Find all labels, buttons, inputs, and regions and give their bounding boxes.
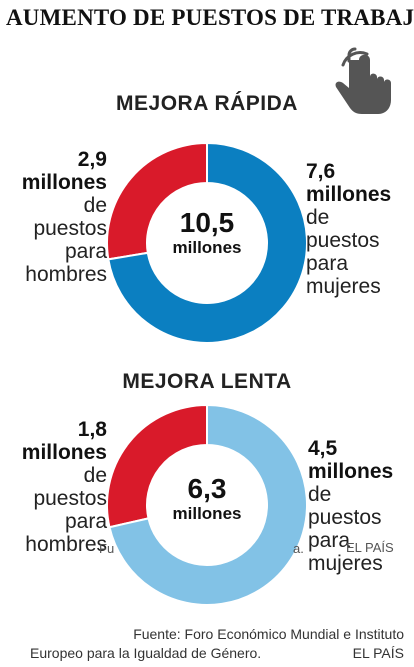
slice-hombres (106, 403, 208, 529)
men-label-fast: 2,9 millones de puestos para hombres (22, 148, 107, 286)
men-text: puestos (33, 217, 107, 240)
donut-chart-slow (106, 403, 308, 606)
men-value: 2,9 (77, 148, 107, 171)
women-text: mujeres (306, 275, 381, 298)
women-text: puestos (306, 229, 380, 252)
total-value: 6,3 (187, 473, 227, 504)
ghost-credit: EL PAÍS (346, 540, 394, 555)
women-label-slow: 4,5 millones de puestos para mujeres (308, 437, 393, 575)
touch-hand-icon[interactable] (326, 40, 398, 116)
men-text: hombres (25, 533, 107, 556)
donut-center-total: 10,5 millones (147, 208, 267, 258)
women-text: de (306, 206, 330, 229)
men-text: para (64, 510, 107, 533)
men-unit: millones (21, 171, 107, 194)
women-text: para (306, 252, 349, 275)
chart-2-title: MEJORA LENTA (122, 370, 292, 393)
women-unit: millones (308, 460, 394, 483)
men-text: de (83, 194, 107, 217)
men-label-slow: 1,8 millones de puestos para hombres (22, 418, 107, 556)
total-unit: millones (172, 238, 242, 257)
women-value: 4,5 (308, 437, 338, 460)
men-text: puestos (33, 487, 107, 510)
slice-mujeres (108, 403, 308, 606)
women-text: de (308, 483, 332, 506)
women-label-fast: 7,6 millones de puestos para mujeres (306, 160, 391, 298)
men-text: de (83, 464, 107, 487)
total-unit: millones (172, 504, 242, 523)
source-note: Fuente: Foro Económico Mundial e Institu… (30, 625, 404, 663)
women-text: mujeres (308, 552, 383, 575)
ghost-text: Fu (99, 541, 115, 556)
women-value: 7,6 (306, 160, 336, 183)
men-unit: millones (21, 441, 107, 464)
credit: EL PAÍS (352, 645, 404, 661)
source-line-2: Europeo para la Igualdad de Género. (30, 645, 262, 661)
women-text: puestos (308, 506, 382, 529)
slice-mujeres (107, 141, 308, 344)
donut-chart-fast (106, 141, 308, 344)
total-value: 10,5 (179, 207, 235, 238)
women-text: para (308, 529, 351, 552)
chart-1-title: MEJORA RÁPIDA (116, 92, 298, 115)
page-title: AUMENTO DE PUESTOS DE TRABAJO (6, 5, 414, 30)
donut-center-total: 6,3 millones (147, 474, 267, 524)
source-line-1: Fuente: Foro Económico Mundial e Institu… (133, 626, 404, 642)
men-value: 1,8 (77, 418, 107, 441)
ghost-text: a. (293, 541, 304, 556)
women-unit: millones (306, 183, 392, 206)
men-text: hombres (25, 263, 107, 286)
men-text: para (64, 240, 107, 263)
